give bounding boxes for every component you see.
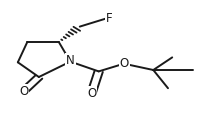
Text: O: O bbox=[120, 57, 129, 70]
Text: O: O bbox=[19, 85, 28, 98]
Text: O: O bbox=[87, 87, 96, 100]
Text: F: F bbox=[105, 12, 112, 25]
Text: N: N bbox=[66, 54, 75, 67]
